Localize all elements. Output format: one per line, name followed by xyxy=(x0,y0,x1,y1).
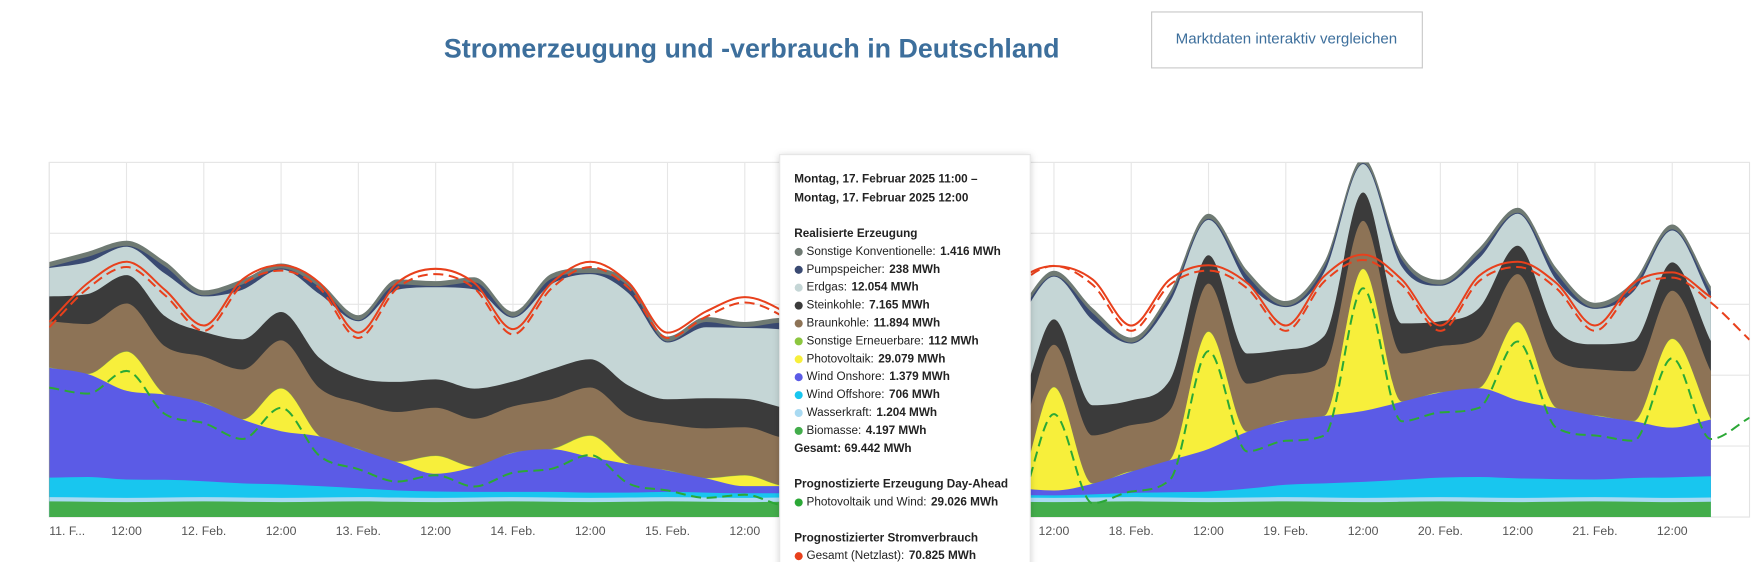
tooltip-dot xyxy=(794,265,803,274)
tooltip-item-value: 1.416 MWh xyxy=(940,245,1001,258)
x-tick-label: 12:00 xyxy=(111,524,142,538)
button-frame[interactable] xyxy=(1151,11,1423,69)
tooltip-item: Biomasse: 4.197 MWh xyxy=(807,424,927,437)
x-tick-label: 13. Feb. xyxy=(336,524,381,538)
tooltip-dot xyxy=(794,408,803,418)
tooltip-item-value: 112 MWh xyxy=(928,334,978,347)
tooltip-dot xyxy=(794,391,803,400)
tooltip-item-value: 29.026 MWh xyxy=(931,496,998,509)
tooltip: Montag, 17. Februar 2025 11:00 – Montag, … xyxy=(779,154,1031,562)
x-tick-label: 12:00 xyxy=(729,524,760,538)
x-tick-label: 12:00 xyxy=(1039,524,1070,538)
tooltip-dot xyxy=(794,337,803,346)
tooltip-item-label: Sonstige Konventionelle: xyxy=(807,245,936,258)
tooltip-item: Wasserkraft: 1.204 MWh xyxy=(807,406,938,419)
tooltip-item: Sonstige Erneuerbare: 112 MWh xyxy=(807,334,979,347)
tooltip-dot xyxy=(794,373,803,382)
x-tick-label: 12:00 xyxy=(266,524,297,538)
tooltip-item-value: 12.054 MWh xyxy=(851,281,918,294)
tooltip-item-value: 11.894 MWh xyxy=(874,317,941,330)
tooltip-item: Wind Onshore: 1.379 MWh xyxy=(807,370,950,383)
tooltip-item-label: Wind Onshore: xyxy=(807,370,885,383)
tooltip-item-value: 238 MWh xyxy=(889,263,940,276)
tooltip-date: Montag, 17. Februar 2025 12:00 xyxy=(794,191,969,204)
tooltip-date: Montag, 17. Februar 2025 11:00 – xyxy=(794,172,978,185)
x-tick-label: 12. Feb. xyxy=(181,524,226,538)
tooltip-item-value: 70.825 MWh xyxy=(909,549,976,562)
tooltip-item-label: Sonstige Erneuerbare: xyxy=(807,334,924,347)
x-tick-label: 11. F... xyxy=(49,524,85,538)
tooltip-item-label: Erdgas: xyxy=(807,281,847,294)
x-tick-label: 12:00 xyxy=(575,524,606,538)
x-tick-label: 19. Feb. xyxy=(1263,524,1308,538)
x-tick-label: 15. Feb. xyxy=(645,524,690,538)
tooltip-item-label: Gesamt (Netzlast): xyxy=(807,549,905,562)
x-tick-label: 18. Feb. xyxy=(1109,524,1154,538)
tooltip-item-label: Pumpspeicher: xyxy=(807,263,885,276)
tooltip-dot xyxy=(794,498,803,507)
tooltip-item: Pumpspeicher: 238 MWh xyxy=(807,263,941,276)
tooltip-item-label: Photovoltaik: xyxy=(807,352,874,365)
x-tick-label: 12:00 xyxy=(1348,524,1379,538)
x-tick-label: 20. Feb. xyxy=(1418,524,1463,538)
tooltip-item-label: Photovoltaik und Wind: xyxy=(807,496,927,509)
tooltip-item-value: 4.197 MWh xyxy=(866,424,927,437)
button-label[interactable]: Marktdaten interaktiv vergleichen xyxy=(1176,30,1397,47)
tooltip-item-value: 1.379 MWh xyxy=(889,370,950,383)
tooltip-item: Gesamt (Netzlast): 70.825 MWh xyxy=(807,549,976,562)
tooltip-item: Wind Offshore: 706 MWh xyxy=(807,388,940,401)
stacked-area xyxy=(49,367,1711,518)
page-title: Stromerzeugung und -verbrauch in Deutsch… xyxy=(444,34,1060,64)
tooltip-dot xyxy=(794,247,803,256)
x-tick-label: 12:00 xyxy=(1193,524,1224,538)
tooltip-section-title: Realisierte Erzeugung xyxy=(794,227,917,240)
tooltip-dot xyxy=(794,355,803,364)
tooltip-item: Photovoltaik: 29.079 MWh xyxy=(807,352,946,365)
tooltip-item-value: 7.165 MWh xyxy=(869,299,930,312)
tooltip-item-label: Wind Offshore: xyxy=(807,388,885,401)
tooltip-item-value: 1.204 MWh xyxy=(876,406,937,419)
tooltip-dot xyxy=(794,283,803,292)
tooltip-item-label: Steinkohle: xyxy=(807,299,865,312)
tooltip-total: Gesamt: 69.442 MWh xyxy=(794,442,911,455)
x-tick-label: 12:00 xyxy=(1502,524,1533,538)
x-tick-label: 12:00 xyxy=(1657,524,1688,538)
tooltip-dot xyxy=(794,301,803,310)
compare-button[interactable]: Marktdaten interaktiv vergleichen xyxy=(1151,11,1423,69)
tooltip-box xyxy=(779,154,1031,562)
tooltip-section-title: Prognostizierter Stromverbrauch xyxy=(794,531,978,544)
x-tick-label: 21. Feb. xyxy=(1572,524,1617,538)
tooltip-item-label: Wasserkraft: xyxy=(807,406,872,419)
tooltip-item-label: Braunkohle: xyxy=(807,317,870,330)
tooltip-item: Photovoltaik und Wind: 29.026 MWh xyxy=(807,496,999,509)
tooltip-item-value: 29.079 MWh xyxy=(878,352,945,365)
x-tick-label: 14. Feb. xyxy=(490,524,535,538)
tooltip-section-title: Prognostizierte Erzeugung Day-Ahead xyxy=(794,478,1008,491)
tooltip-dot xyxy=(794,552,803,561)
tooltip-dot xyxy=(794,319,803,328)
tooltip-dot xyxy=(794,426,803,435)
tooltip-item: Erdgas: 12.054 MWh xyxy=(807,281,919,294)
x-tick-label: 12:00 xyxy=(420,524,451,538)
tooltip-item: Braunkohle: 11.894 MWh xyxy=(807,317,941,330)
tooltip-item-label: Biomasse: xyxy=(807,424,862,437)
tooltip-item: Steinkohle: 7.165 MWh xyxy=(807,299,930,312)
tooltip-item-value: 706 MWh xyxy=(889,388,940,401)
tooltip-item: Sonstige Konventionelle: 1.416 MWh xyxy=(807,245,1001,258)
